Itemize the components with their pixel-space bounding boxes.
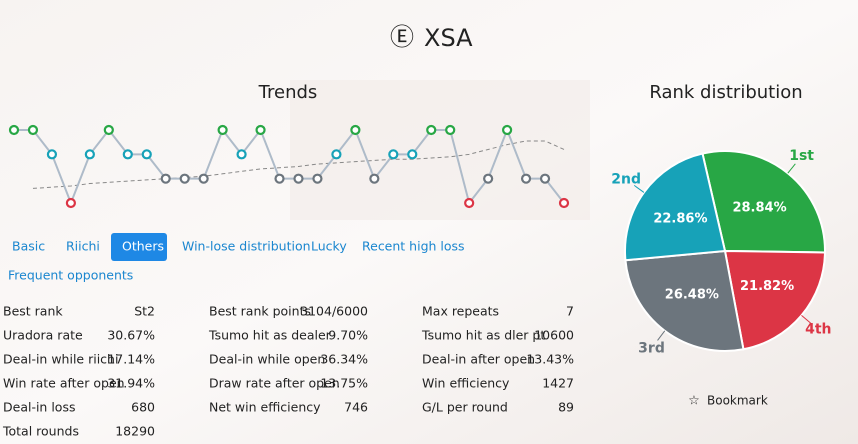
stat-label: Deal-in loss bbox=[3, 400, 75, 415]
stat-value: 9.70% bbox=[328, 328, 368, 343]
rank-point bbox=[388, 149, 399, 160]
stat-value: 1427 bbox=[542, 376, 574, 391]
stat-label: G/L per round bbox=[422, 400, 508, 415]
header: Ⓔ XSA bbox=[390, 23, 473, 52]
rank-point bbox=[84, 149, 95, 160]
pie-slice bbox=[624, 152, 727, 262]
tab[interactable]: Basic bbox=[12, 239, 45, 254]
stat-label: Win efficiency bbox=[422, 376, 510, 391]
stat-value: 18290 bbox=[115, 424, 155, 439]
slice-value-label: 26.48% bbox=[665, 287, 719, 302]
chart-title: Rank distribution bbox=[649, 82, 802, 103]
rank-point bbox=[369, 173, 380, 184]
rank-point bbox=[558, 197, 570, 209]
rank-point bbox=[350, 124, 361, 136]
stat-value: 3104/6000 bbox=[300, 304, 368, 319]
stat-label: Deal-in while open bbox=[209, 352, 325, 367]
slice-category-label: 1st bbox=[789, 148, 814, 164]
slice-value-label: 22.86% bbox=[653, 211, 707, 226]
stat-value: 17.14% bbox=[107, 352, 155, 367]
tab[interactable]: Lucky bbox=[311, 239, 347, 254]
rank-point bbox=[445, 124, 456, 136]
stat-label: Tsumo hit as dler pt bbox=[421, 328, 545, 343]
stat-value: 36.34% bbox=[320, 352, 368, 367]
stat-value: 7 bbox=[566, 304, 574, 319]
rank-point bbox=[426, 124, 437, 136]
stat-value: St2 bbox=[134, 304, 155, 319]
leader-line bbox=[633, 184, 645, 193]
tab[interactable]: Frequent opponents bbox=[8, 268, 133, 283]
rank-point bbox=[46, 149, 58, 160]
rank-point bbox=[407, 149, 418, 160]
stat-value: 746 bbox=[344, 400, 368, 415]
stat-label: Best rank points bbox=[209, 304, 311, 319]
rank-point bbox=[502, 124, 513, 136]
stat-value: 31.94% bbox=[107, 376, 155, 391]
rank-point bbox=[274, 173, 285, 184]
rank-point bbox=[160, 173, 171, 184]
rank-point bbox=[8, 124, 20, 136]
stat-value: 13.43% bbox=[526, 352, 574, 367]
bookmark[interactable]: ☆ Bookmark bbox=[688, 394, 768, 409]
stat-label: Win rate after open bbox=[3, 376, 125, 391]
rank-point bbox=[331, 149, 342, 160]
rank-point bbox=[65, 197, 76, 209]
rank-point bbox=[103, 124, 114, 136]
tab[interactable]: Recent high loss bbox=[362, 239, 465, 254]
stat-label: Tsumo hit as dealer bbox=[208, 328, 332, 343]
pie-slice bbox=[723, 249, 827, 351]
header-icon: Ⓔ bbox=[390, 23, 414, 51]
stat-value: 89 bbox=[558, 400, 574, 415]
header-title: XSA bbox=[424, 24, 473, 52]
tab[interactable]: Riichi bbox=[66, 239, 100, 254]
rank-point bbox=[520, 173, 532, 184]
chart-title: Trends bbox=[258, 82, 318, 103]
tab-active-bg bbox=[111, 233, 167, 261]
rank-point bbox=[483, 173, 494, 184]
stat-label: Net win efficiency bbox=[209, 400, 321, 415]
rank-line bbox=[14, 127, 565, 206]
rank-point bbox=[539, 173, 551, 184]
stat-label: Total rounds bbox=[2, 424, 79, 439]
rank-point bbox=[312, 173, 323, 184]
stat-label: Deal-in after open bbox=[422, 352, 535, 367]
leader-line bbox=[657, 330, 666, 341]
stat-label: Max repeats bbox=[422, 304, 499, 319]
bookmark-label: Bookmark bbox=[707, 394, 768, 408]
slice-category-label: 3rd bbox=[638, 340, 665, 356]
rank-point bbox=[179, 173, 190, 184]
bookmark-icon: ☆ bbox=[688, 394, 700, 409]
average-line bbox=[32, 140, 565, 189]
slice-category-label: 2nd bbox=[611, 172, 641, 188]
leader-line bbox=[787, 163, 796, 174]
stat-label: Best rank bbox=[3, 304, 63, 319]
rank-point bbox=[236, 149, 247, 160]
rank-point bbox=[293, 173, 304, 184]
tab-active[interactable]: Others bbox=[122, 239, 164, 254]
stat-value: 30.67% bbox=[107, 328, 155, 343]
slice-category-label: 4th bbox=[805, 322, 831, 338]
rank-point bbox=[141, 149, 152, 160]
stat-value: 10600 bbox=[534, 328, 574, 343]
slice-value-label: 28.84% bbox=[732, 201, 786, 216]
leader-line bbox=[801, 315, 811, 324]
rank-point bbox=[198, 173, 209, 184]
rank-point bbox=[27, 124, 39, 136]
stat-label: Uradora rate bbox=[3, 328, 83, 343]
tab[interactable]: Win-lose distribution bbox=[182, 239, 311, 254]
stat-value: 680 bbox=[131, 400, 155, 415]
rank-point bbox=[255, 124, 266, 136]
stat-label: Deal-in while riichi bbox=[3, 352, 118, 367]
slice-value-label: 21.82% bbox=[740, 279, 794, 294]
stat-value: 13.75% bbox=[320, 376, 368, 391]
rank-point bbox=[122, 149, 133, 160]
stat-label: Draw rate after open bbox=[209, 376, 340, 391]
rank-point bbox=[464, 197, 475, 209]
rank-point bbox=[217, 124, 228, 136]
